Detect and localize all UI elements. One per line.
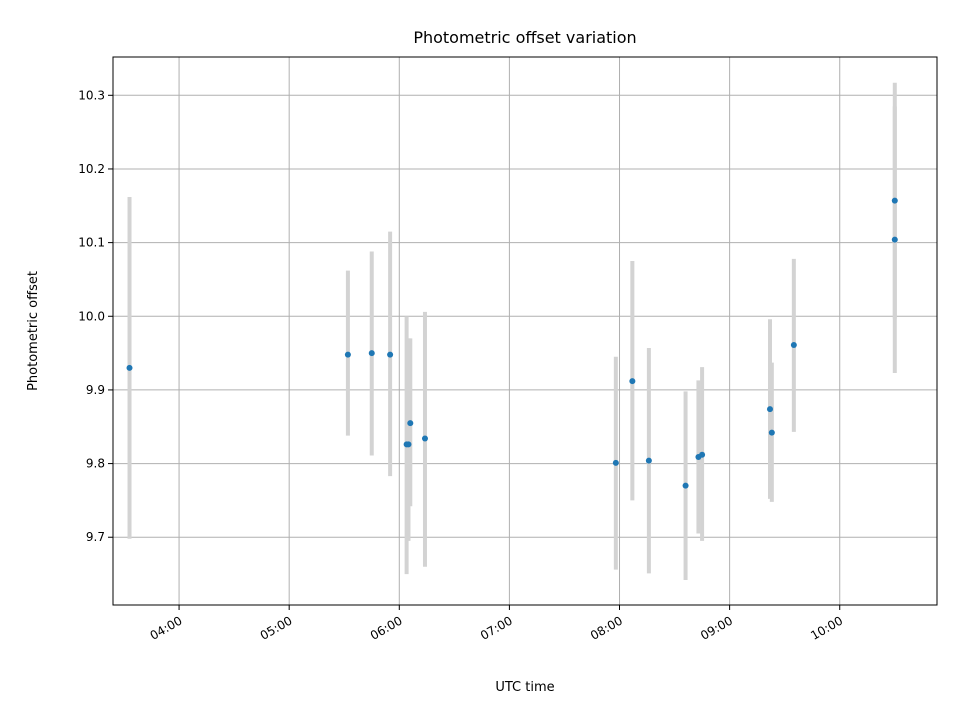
data-point xyxy=(891,197,898,204)
x-tick-label: 10:00 xyxy=(808,613,845,642)
x-tick-label: 09:00 xyxy=(698,613,735,642)
data-point xyxy=(344,351,351,358)
x-tick-label: 08:00 xyxy=(588,613,625,642)
y-tick-label: 10.2 xyxy=(78,162,105,176)
y-axis-label: Photometric offset xyxy=(26,271,41,391)
data-point xyxy=(407,420,414,427)
x-axis-ticks: 04:00 05:00 06:00 07:00 08:00 09:00 10:00 xyxy=(148,605,845,643)
data-point xyxy=(629,378,636,385)
x-axis-label: UTC time xyxy=(495,680,554,695)
data-point xyxy=(790,341,797,348)
plot-frame xyxy=(112,56,938,606)
grid xyxy=(113,57,937,605)
data-point xyxy=(766,406,773,413)
y-tick-label: 10.3 xyxy=(78,88,105,102)
data-point xyxy=(368,350,375,357)
y-tick-label: 10.0 xyxy=(78,309,105,323)
data-point xyxy=(126,364,133,371)
data-point xyxy=(891,236,898,243)
error-bars xyxy=(127,82,897,580)
y-axis-ticks: 9.7 9.8 9.9 10.0 10.1 10.2 10.3 xyxy=(78,88,113,544)
data-point xyxy=(387,351,394,358)
x-tick-label: 04:00 xyxy=(148,613,185,642)
data-point xyxy=(699,451,706,458)
data-point xyxy=(682,482,689,489)
data-point xyxy=(768,429,775,436)
x-tick-label: 05:00 xyxy=(258,613,295,642)
y-tick-label: 9.9 xyxy=(86,383,105,397)
y-tick-label: 9.8 xyxy=(86,457,105,471)
x-tick-label: 06:00 xyxy=(368,613,405,642)
data-point xyxy=(645,457,652,464)
y-tick-label: 10.1 xyxy=(78,236,105,250)
data-point xyxy=(405,441,412,448)
x-tick-label: 07:00 xyxy=(478,613,515,642)
y-tick-label: 9.7 xyxy=(86,530,105,544)
data-points xyxy=(126,197,898,489)
data-point xyxy=(612,459,619,466)
chart-title: Photometric offset variation xyxy=(413,28,636,47)
data-point xyxy=(421,435,428,442)
